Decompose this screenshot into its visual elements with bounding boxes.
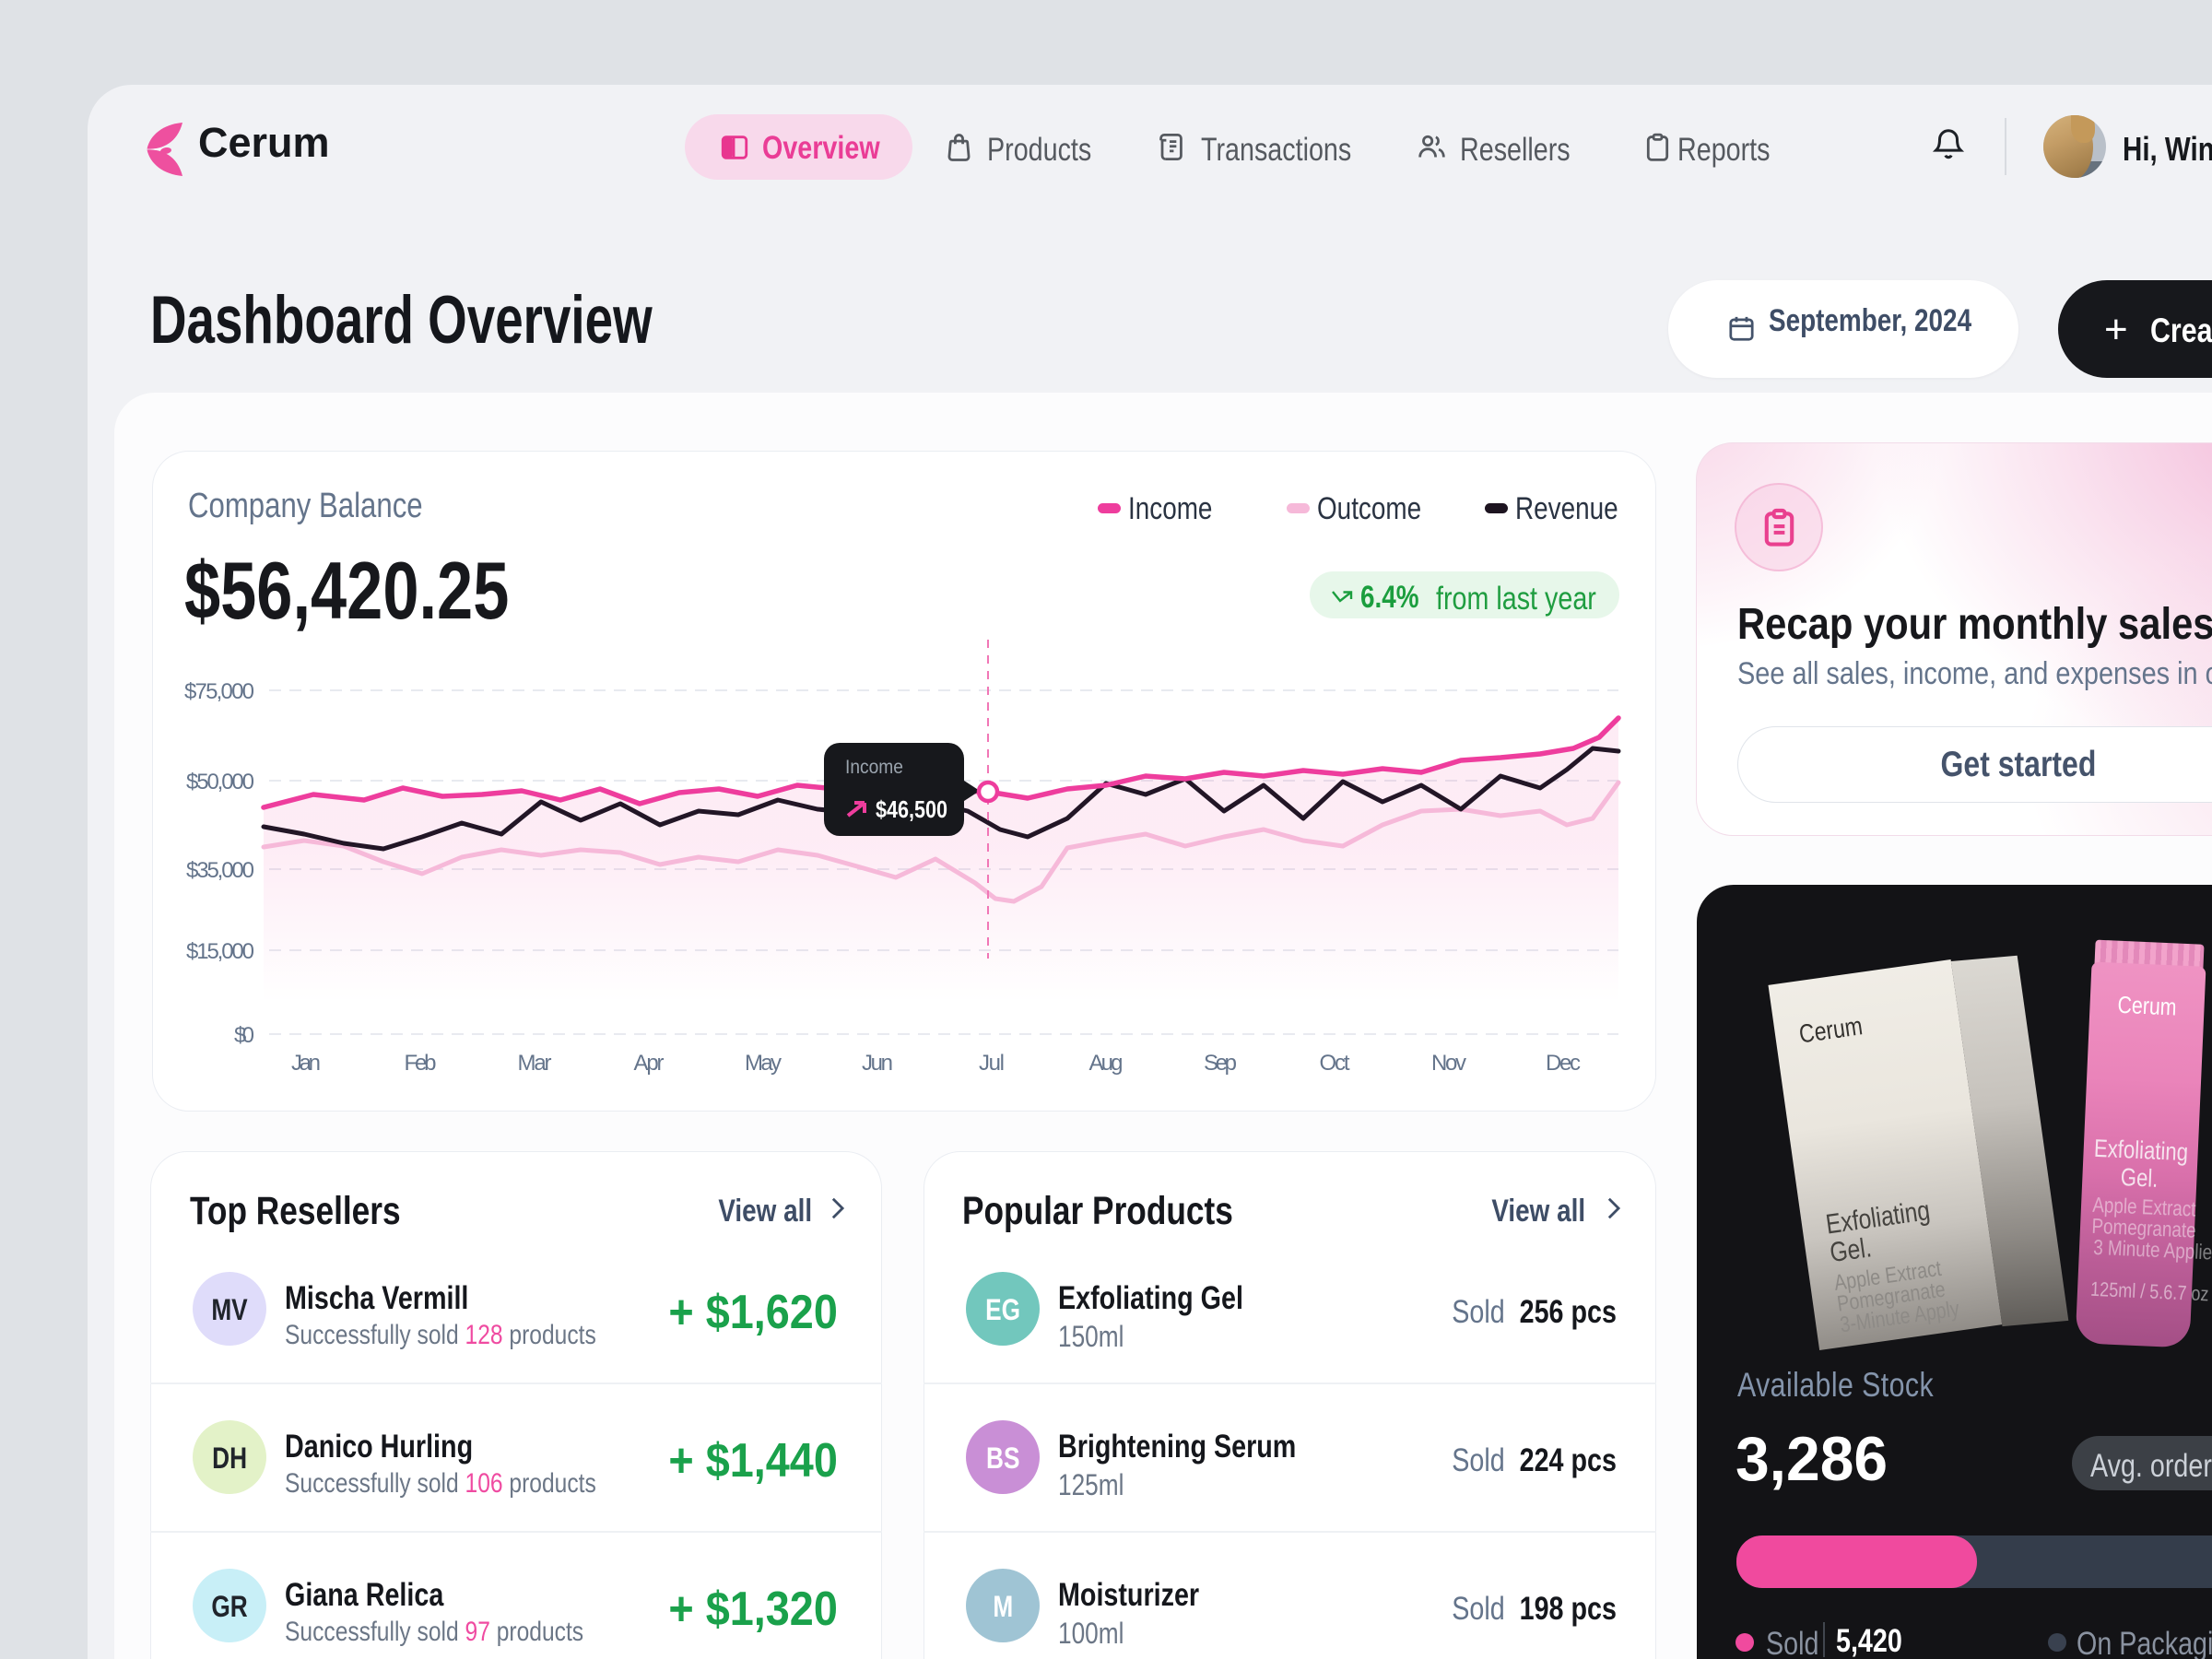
svg-text:Dec: Dec [1546,1051,1581,1076]
svg-text:$75,000: $75,000 [184,679,254,704]
svg-text:Income: Income [845,757,903,778]
svg-text:Mar: Mar [518,1051,552,1076]
svg-text:Oct: Oct [1320,1051,1350,1076]
svg-text:Feb: Feb [405,1051,437,1076]
svg-text:Jan: Jan [291,1051,321,1076]
svg-text:Jun: Jun [862,1051,893,1076]
svg-text:$0: $0 [234,1023,254,1048]
svg-text:Jul: Jul [979,1051,1005,1076]
svg-text:$15,000: $15,000 [186,939,254,964]
svg-text:Aug: Aug [1089,1051,1124,1076]
svg-text:$50,000: $50,000 [186,770,254,794]
svg-text:$35,000: $35,000 [186,858,254,883]
svg-text:$46,500: $46,500 [876,795,947,823]
svg-text:May: May [745,1051,782,1076]
svg-text:Nov: Nov [1431,1051,1466,1076]
svg-text:Apr: Apr [634,1051,665,1076]
svg-text:Sep: Sep [1204,1051,1237,1076]
